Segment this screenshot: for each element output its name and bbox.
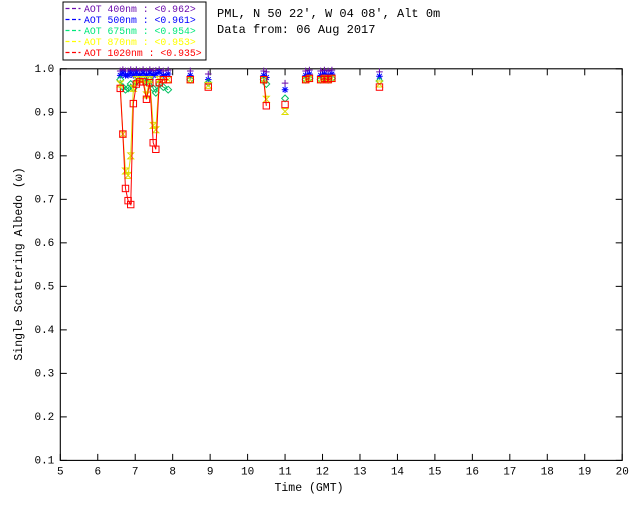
svg-text:17: 17 bbox=[503, 466, 516, 478]
svg-text:0.8: 0.8 bbox=[34, 151, 54, 163]
svg-text:19: 19 bbox=[578, 466, 591, 478]
svg-text:5: 5 bbox=[57, 466, 64, 478]
svg-text:PML, N 50 22', W 04 08', Alt 0: PML, N 50 22', W 04 08', Alt 0m bbox=[217, 7, 440, 21]
svg-text:0.2: 0.2 bbox=[34, 412, 54, 424]
svg-text:20: 20 bbox=[616, 466, 629, 478]
svg-text:15: 15 bbox=[428, 466, 441, 478]
svg-text:16: 16 bbox=[466, 466, 479, 478]
svg-text:6: 6 bbox=[94, 466, 101, 478]
svg-text:0.5: 0.5 bbox=[34, 281, 54, 293]
svg-text:7: 7 bbox=[132, 466, 139, 478]
svg-text:AOT 400nm : <0.962>: AOT 400nm : <0.962> bbox=[84, 4, 196, 15]
svg-text:0.1: 0.1 bbox=[34, 455, 54, 467]
svg-text:Time (GMT): Time (GMT) bbox=[274, 482, 343, 495]
svg-text:AOT 500nm : <0.961>: AOT 500nm : <0.961> bbox=[84, 15, 196, 26]
svg-text:Data from: 06 Aug 2017: Data from: 06 Aug 2017 bbox=[217, 23, 375, 37]
svg-text:13: 13 bbox=[353, 466, 366, 478]
svg-text:11: 11 bbox=[278, 466, 292, 478]
svg-text:18: 18 bbox=[541, 466, 554, 478]
svg-text:14: 14 bbox=[391, 466, 405, 478]
svg-text:AOT 1020nm : <0.935>: AOT 1020nm : <0.935> bbox=[84, 48, 202, 59]
svg-text:AOT 675nm : <0.954>: AOT 675nm : <0.954> bbox=[84, 26, 196, 37]
svg-text:0.9: 0.9 bbox=[34, 107, 54, 119]
svg-text:8: 8 bbox=[169, 466, 176, 478]
svg-text:9: 9 bbox=[207, 466, 214, 478]
svg-text:Single Scattering Albedo (ω): Single Scattering Albedo (ω) bbox=[13, 167, 26, 360]
svg-text:0.6: 0.6 bbox=[34, 238, 54, 250]
svg-text:1.0: 1.0 bbox=[34, 64, 54, 76]
svg-text:12: 12 bbox=[316, 466, 329, 478]
svg-text:AOT 870nm : <0.953>: AOT 870nm : <0.953> bbox=[84, 37, 196, 48]
svg-text:0.7: 0.7 bbox=[34, 194, 54, 206]
svg-text:0.4: 0.4 bbox=[34, 325, 54, 337]
svg-text:0.3: 0.3 bbox=[34, 368, 54, 380]
svg-text:10: 10 bbox=[241, 466, 254, 478]
